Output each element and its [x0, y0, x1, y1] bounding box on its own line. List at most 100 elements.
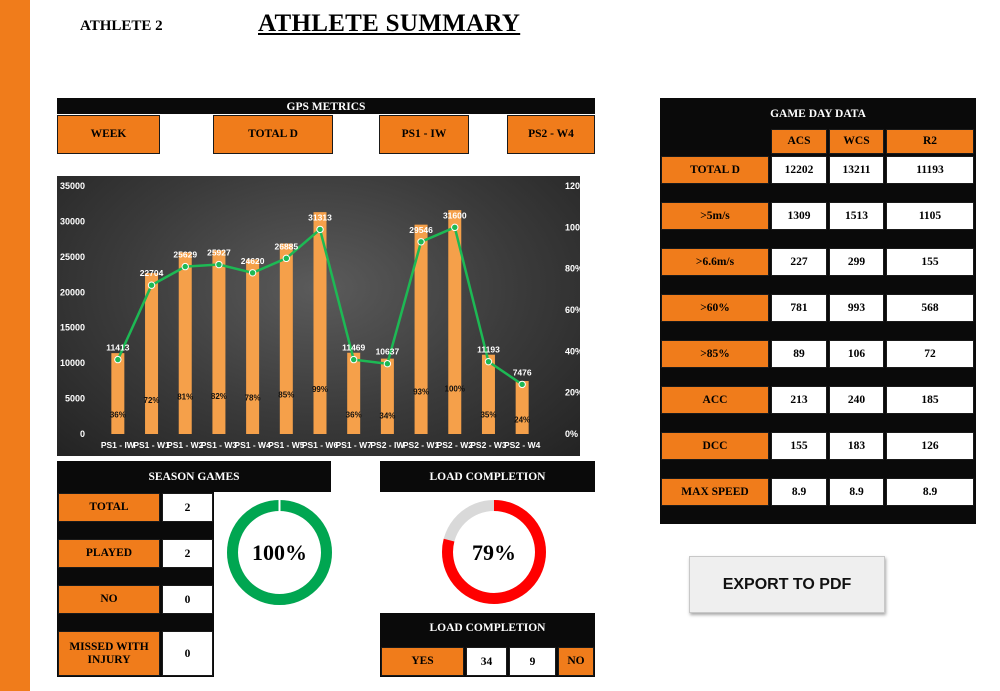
bar-value-label: 11193 — [477, 345, 500, 355]
x-tick-label: PS2 - W4 — [504, 440, 541, 450]
completion-point — [518, 380, 526, 389]
game-day-cell-wcs: 240 — [829, 386, 884, 414]
bar-value-label: 24620 — [241, 256, 265, 266]
y2-tick-label: 120% — [565, 181, 580, 191]
bar — [414, 224, 428, 434]
game-day-cell-r2: 568 — [886, 294, 974, 322]
game-day-cell-acs: 227 — [771, 248, 827, 276]
load-no-value: 9 — [509, 647, 556, 676]
game-day-cell-wcs: 8.9 — [829, 478, 884, 506]
x-tick-label: PS1 - W3 — [201, 440, 238, 450]
game-day-cell-acs: 1309 — [771, 202, 827, 230]
game-day-cell-wcs: 299 — [829, 248, 884, 276]
season-games-title: SEASON GAMES — [148, 470, 240, 483]
athlete-name: ATHLETE 2 — [80, 18, 163, 34]
col-acs: ACS — [771, 129, 827, 154]
bar-percent-label: 72% — [144, 396, 160, 405]
bar-value-label: 31600 — [443, 210, 467, 220]
bar-value-label: 25629 — [173, 250, 197, 260]
bar — [515, 381, 529, 434]
bar — [111, 353, 125, 434]
season-games-header: SEASON GAMES — [57, 461, 331, 492]
bar-percent-label: 78% — [245, 394, 261, 403]
bar-percent-label: 36% — [346, 410, 362, 419]
completion-point — [484, 357, 493, 366]
game-day-cell-acs: 89 — [771, 340, 827, 368]
load-completion-title: LOAD COMPLETION — [429, 470, 546, 483]
x-tick-label: PS1 - W4 — [234, 440, 271, 450]
range-end-selector[interactable]: PS2 - W4 — [507, 115, 595, 154]
y-tick-label: 10000 — [60, 358, 85, 368]
bar-percent-label: 99% — [312, 385, 328, 394]
completion-point — [215, 260, 223, 269]
bar-percent-label: 36% — [110, 410, 126, 419]
metric-selector[interactable]: TOTAL D — [213, 115, 333, 154]
y2-tick-label: 60% — [565, 305, 580, 315]
week-filter[interactable]: WEEK — [57, 115, 160, 154]
games-played-donut: 100% — [227, 499, 332, 605]
bar — [313, 212, 327, 434]
season-played-label: PLAYED — [58, 539, 160, 568]
game-day-row-label: >85% — [661, 340, 769, 368]
game-day-cell-r2: 72 — [886, 340, 974, 368]
y2-tick-label: 40% — [565, 346, 580, 356]
y-tick-label: 0 — [80, 429, 85, 439]
game-day-cell-r2: 8.9 — [886, 478, 974, 506]
completion-point — [114, 355, 122, 364]
load-completion-donut: 79% — [442, 500, 546, 604]
x-tick-label: PS2 - IW — [370, 440, 405, 450]
load-percent: 79% — [472, 540, 516, 565]
load-yes-value: 34 — [466, 647, 507, 676]
bar-value-label: 31313 — [308, 212, 332, 222]
bar-value-label: 7476 — [513, 367, 532, 377]
season-injury-value: 0 — [162, 631, 213, 676]
y-tick-label: 25000 — [60, 252, 85, 262]
bar-value-label: 26885 — [274, 241, 298, 251]
side-accent-bar — [0, 0, 30, 691]
bar — [178, 252, 192, 434]
game-day-row-label: >60% — [661, 294, 769, 322]
game-day-cell-acs: 8.9 — [771, 478, 827, 506]
page-title: ATHLETE SUMMARY — [258, 10, 521, 37]
season-total-value: 2 — [162, 493, 213, 522]
bar — [481, 354, 495, 434]
bar-value-label: 11413 — [106, 343, 129, 353]
game-day-cell-r2: 11193 — [886, 156, 974, 184]
range-start-selector[interactable]: PS1 - IW — [379, 115, 469, 154]
game-day-row-label: MAX SPEED — [661, 478, 769, 506]
bar-percent-label: 34% — [379, 411, 395, 420]
gps-chart: 0 5000 10000 15000 20000 25000 30000 35000 0% 20%… — [57, 176, 580, 456]
y2-tick-label: 100% — [565, 222, 580, 232]
season-no-label: NO — [58, 585, 160, 614]
bar-percent-label: 85% — [278, 391, 294, 400]
bar-percent-label: 100% — [445, 385, 465, 394]
played-percent: 100% — [252, 540, 307, 565]
export-pdf-button[interactable]: EXPORT TO PDF — [689, 556, 885, 613]
bar-value-label: 29546 — [409, 225, 433, 235]
bar-percent-label: 93% — [413, 387, 429, 396]
game-day-cell-r2: 185 — [886, 386, 974, 414]
x-tick-label: PS2 - W2 — [437, 440, 474, 450]
bar-percent-label: 35% — [480, 411, 496, 420]
completion-point — [147, 281, 156, 289]
season-no-value: 0 — [162, 585, 213, 614]
y2-tick-label: 0% — [565, 429, 578, 439]
x-tick-label: PS1 - W7 — [336, 440, 373, 450]
game-day-cell-wcs: 183 — [829, 432, 884, 460]
col-wcs: WCS — [829, 129, 884, 154]
bar-percent-label: 24% — [514, 415, 530, 424]
bar — [380, 358, 394, 434]
completion-point — [349, 355, 358, 364]
completion-point — [248, 269, 257, 277]
game-day-row-label: >5m/s — [661, 202, 769, 230]
game-day-cell-wcs: 106 — [829, 340, 884, 368]
bar — [347, 352, 361, 434]
game-day-cell-acs: 781 — [771, 294, 827, 322]
bar-value-label: 25927 — [207, 248, 231, 258]
bar-value-label: 10637 — [376, 347, 400, 357]
x-tick-label: PS1 - W1 — [133, 440, 170, 450]
x-tick-label: PS1 - W5 — [268, 440, 305, 450]
completion-point — [282, 254, 291, 263]
gps-metrics-title: GPS METRICS — [286, 101, 366, 113]
bar-value-label: 11469 — [342, 343, 365, 353]
